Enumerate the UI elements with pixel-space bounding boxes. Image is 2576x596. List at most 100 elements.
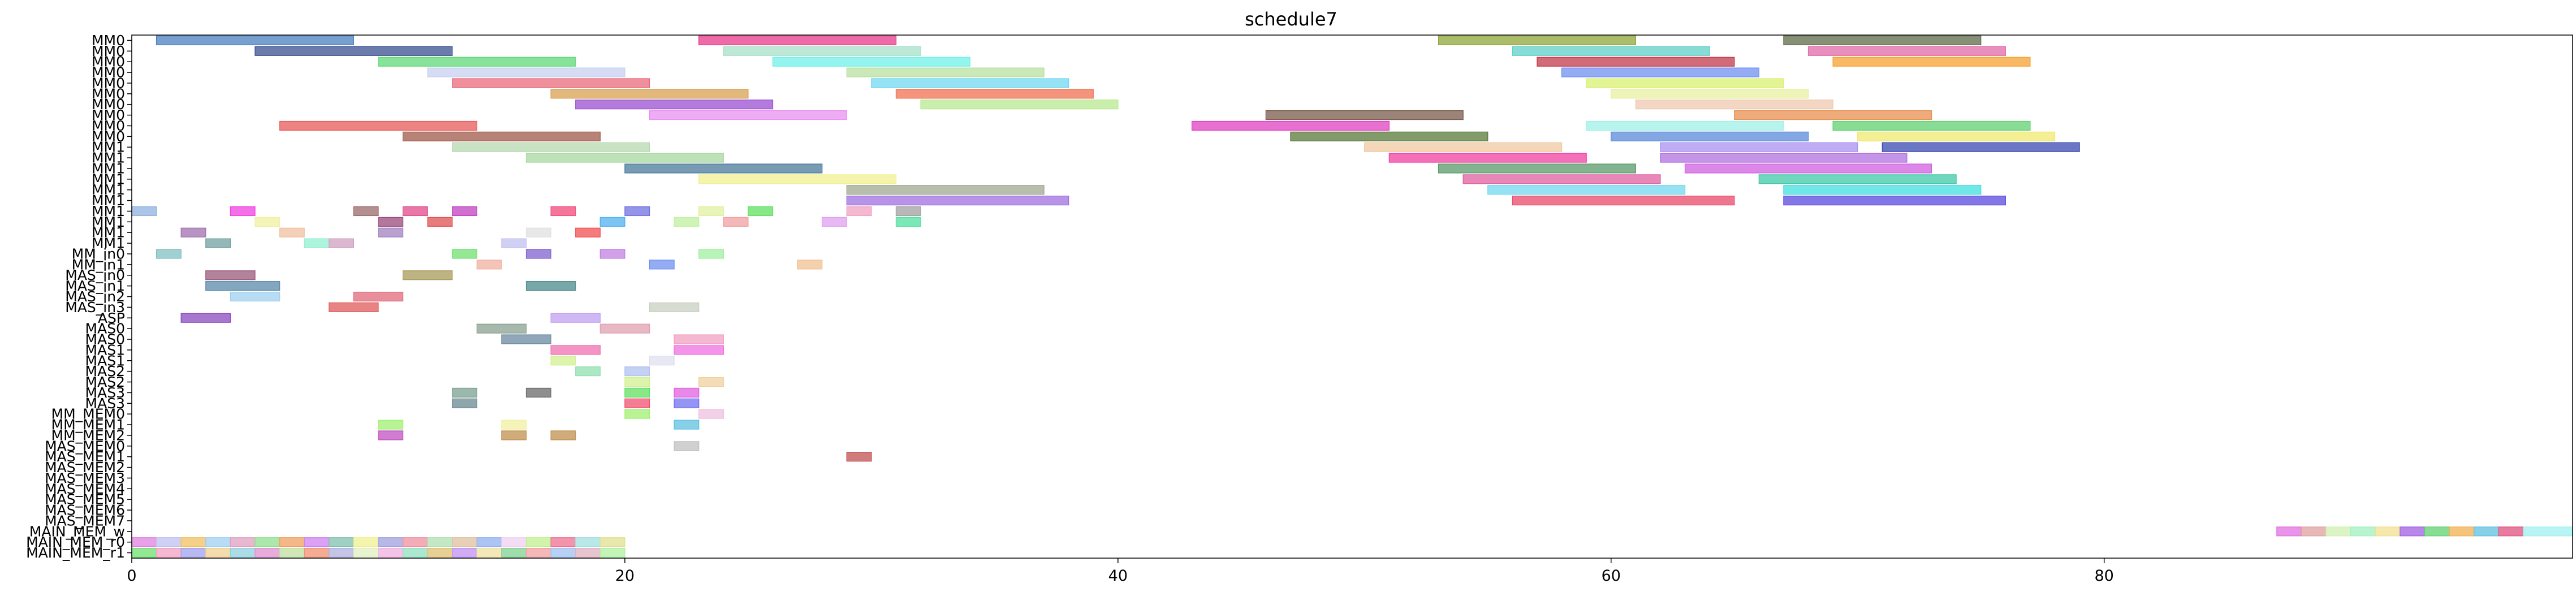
task-bar: [1832, 120, 2031, 131]
task-bar: [1586, 78, 1784, 88]
task-bar: [180, 313, 231, 323]
y-tick-label: ASP: [98, 310, 125, 326]
task-bar: [2523, 526, 2573, 537]
task-bar: [2350, 526, 2376, 537]
task-bar: [674, 217, 700, 227]
task-bar: [846, 185, 1045, 195]
y-tick-label: MAS2: [85, 374, 125, 390]
task-bar: [1586, 120, 1784, 131]
task-bar: [1191, 120, 1390, 131]
task-bar: [698, 174, 897, 184]
task-bar: [1783, 185, 1982, 195]
y-tick-label: MM1: [92, 235, 125, 252]
y-tick-label: MM0: [92, 64, 125, 81]
task-bar: [525, 153, 724, 163]
task-bar: [1635, 100, 1833, 110]
task-bar: [550, 547, 576, 558]
task-bar: [624, 366, 650, 377]
task-bar: [674, 387, 700, 398]
task-bar: [427, 217, 453, 227]
task-bar: [624, 409, 650, 419]
y-tick-label: MM1: [92, 192, 125, 209]
task-bar: [1611, 131, 1809, 141]
task-bar: [254, 217, 281, 227]
task-bar: [131, 206, 157, 217]
task-bar: [476, 537, 502, 547]
task-bar: [698, 409, 724, 419]
task-bar: [822, 217, 847, 227]
task-bar: [329, 238, 355, 248]
y-tick-label: MAS_in2: [65, 288, 125, 305]
task-bar: [525, 547, 551, 558]
task-bar: [575, 537, 601, 547]
y-tick-label: MM0: [92, 54, 125, 70]
task-bar: [846, 452, 872, 462]
task-bar: [1882, 142, 2080, 152]
task-bar: [674, 345, 724, 355]
y-tick-label: MM1: [92, 150, 125, 166]
y-tick-label: MM_MEM2: [51, 427, 125, 443]
task-bar: [674, 420, 700, 430]
chart-title: schedule7: [1245, 8, 1337, 30]
task-bar: [649, 302, 700, 312]
task-bar: [525, 249, 551, 259]
y-tick-label: MAS0: [85, 321, 125, 337]
task-bar: [1265, 110, 1464, 120]
task-bar: [402, 270, 453, 280]
y-tick-label: MM1: [92, 171, 125, 187]
y-tick-label: MAS_MEM5: [45, 491, 125, 508]
task-bar: [156, 249, 182, 259]
task-bar: [279, 120, 477, 131]
task-bar: [895, 206, 921, 217]
task-bar: [452, 142, 650, 152]
task-bar: [2301, 526, 2327, 537]
task-bar: [156, 35, 355, 46]
y-tick-label: MAS0: [85, 331, 125, 348]
task-bar: [501, 238, 527, 248]
task-bar: [304, 238, 330, 248]
task-bar: [427, 537, 453, 547]
y-tick-label: MM_MEM0: [51, 406, 125, 422]
task-bar: [2449, 526, 2475, 537]
y-tick-label: MM0: [92, 128, 125, 145]
task-bar: [353, 206, 379, 217]
task-bar: [550, 206, 576, 217]
task-bar: [1290, 131, 1488, 141]
task-bar: [402, 131, 601, 141]
task-bar: [279, 547, 305, 558]
y-tick-label: MM0: [92, 43, 125, 59]
task-bar: [649, 110, 847, 120]
task-bar: [649, 260, 675, 270]
y-tick-label: MAIN_MEM_r1: [26, 545, 125, 561]
task-bar: [674, 334, 724, 344]
task-bar: [452, 78, 650, 88]
task-bar: [279, 537, 305, 547]
y-tick-label: MM0: [92, 96, 125, 113]
x-axis-ticks: 0 20 40 60 80: [127, 558, 2114, 585]
task-bar: [378, 430, 404, 440]
task-bar: [525, 537, 551, 547]
y-tick-label: MM1: [92, 224, 125, 241]
task-bar: [1561, 67, 1759, 77]
task-bar: [1783, 35, 1982, 46]
task-bar: [304, 537, 330, 547]
task-bar: [378, 217, 404, 227]
task-bar: [1857, 131, 2056, 141]
task-bar: [254, 547, 281, 558]
task-bar: [599, 249, 625, 259]
task-bar: [1783, 196, 2006, 206]
task-bar: [2276, 526, 2302, 537]
task-bar: [452, 387, 477, 398]
task-bar: [525, 227, 551, 237]
task-bar: [1734, 110, 1932, 120]
task-bar: [1807, 46, 2006, 56]
task-bar: [501, 537, 527, 547]
task-bar: [205, 238, 231, 248]
task-bar: [180, 537, 206, 547]
task-bar: [674, 398, 700, 408]
task-bar: [698, 206, 724, 217]
task-bars: [131, 35, 2573, 558]
task-bar: [304, 547, 330, 558]
task-bar: [599, 217, 625, 227]
